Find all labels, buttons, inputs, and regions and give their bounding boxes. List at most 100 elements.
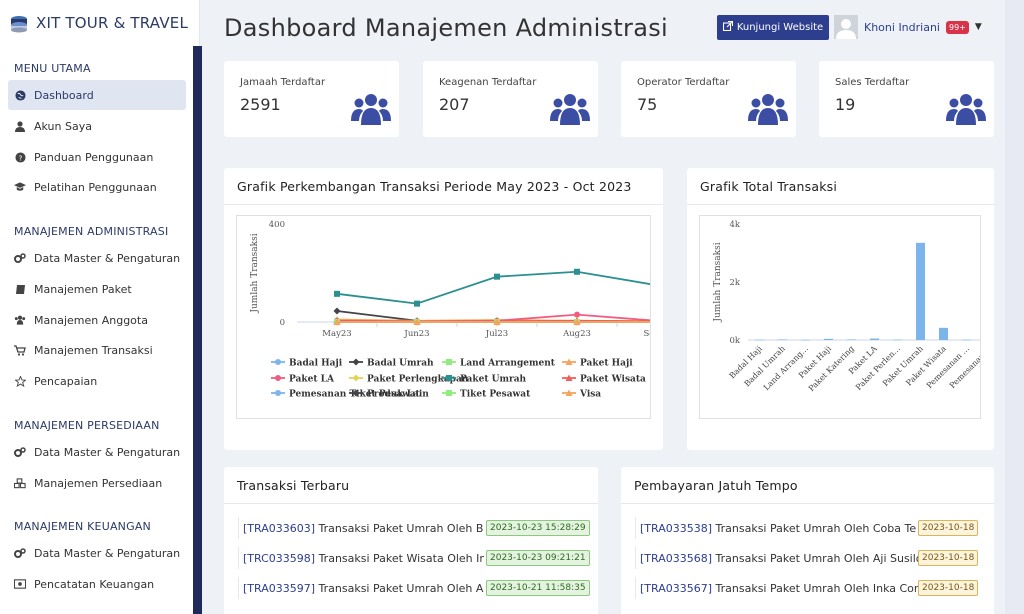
legend-label: Land Arrangement (460, 359, 556, 369)
sidebar-item-panduan[interactable]: ? Panduan Penggunaan (8, 142, 186, 172)
users-icon (748, 94, 788, 125)
legend-marker (352, 358, 360, 366)
due-date-badge: 2023-10-18 (918, 550, 979, 566)
legend-marker (446, 375, 452, 381)
due-payments-panel: Pembayaran Jatuh Tempo [TRA033538] Trans… (621, 467, 994, 614)
bar-chart-panel-title: Grafik Total Transaksi (700, 179, 838, 194)
sidebar-item-data-master-keuangan[interactable]: Data Master & Pengaturan (8, 538, 186, 568)
x-tick-label: Jun23 (403, 329, 429, 339)
bar (847, 339, 856, 341)
sidebar-item-label: Pencatatan Keuangan (34, 577, 155, 591)
sidebar-item-label: Manajemen Paket (34, 282, 132, 296)
line-chart-svg: Jumlah Transaksi 0 400 May23 Jun23 Jul23 Aug23… (250, 220, 650, 400)
transaction-code[interactable]: [TRA033538] (640, 521, 713, 535)
stat-value: 2591 (240, 95, 281, 114)
avatar (834, 15, 858, 39)
brand-logo[interactable]: XIT TOUR & TRAVEL (0, 0, 199, 46)
sidebar-item-akun-saya[interactable]: Akun Saya (8, 111, 186, 141)
transaction-code[interactable]: [TRA033603] (243, 521, 316, 535)
transaction-code[interactable]: [TRC033598] (243, 551, 316, 565)
data-point (574, 311, 580, 318)
cubes-icon (14, 477, 26, 489)
user-menu[interactable]: Khoni Indriani 99+ ▼ (834, 15, 982, 39)
sidebar-item-manajemen-persediaan[interactable]: Manajemen Persediaan (8, 468, 186, 498)
transaction-text: Transaksi Paket Umrah Oleh B (318, 521, 484, 535)
visit-website-label: Kunjungi Website (736, 22, 824, 33)
legend-marker (275, 390, 281, 396)
svg-text:?: ? (18, 153, 22, 162)
section-manajemen-administrasi: MANAJEMEN ADMINISTRASI (14, 225, 169, 238)
stat-label: Keagenan Terdaftar (439, 77, 537, 88)
star-icon (14, 375, 26, 387)
sidebar-item-manajemen-paket[interactable]: Manajemen Paket (8, 274, 186, 304)
list-item[interactable]: [TRA033603] Transaksi Paket Umrah Oleh B (238, 517, 484, 539)
book-icon (14, 283, 26, 295)
graduation-cap-icon (14, 181, 26, 193)
transaction-date-badge: 2023-10-23 09:21:21 (486, 550, 590, 566)
bar (893, 339, 902, 341)
sidebar: XIT TOUR & TRAVEL MENU UTAMA Dashboard A… (0, 0, 200, 614)
cogs-icon (14, 547, 26, 559)
x-tick-label: May23 (322, 329, 351, 339)
recent-transactions-title: Transaksi Terbaru (237, 478, 350, 493)
data-point (493, 318, 501, 325)
line-chart-panel: Grafik Perkembangan Transaksi Periode Ma… (224, 168, 663, 450)
bar (801, 339, 810, 341)
legend-marker (565, 389, 573, 396)
section-manajemen-persediaan: MANAJEMEN PERSEDIAAN (14, 419, 160, 432)
divider (687, 204, 994, 205)
legend-marker (352, 374, 360, 382)
transaction-code[interactable]: [TRA033597] (243, 581, 316, 595)
sidebar-item-label: Akun Saya (34, 119, 92, 133)
data-point (574, 268, 580, 275)
visit-website-button[interactable]: Kunjungi Website (717, 15, 829, 40)
section-manajemen-keuangan: MANAJEMEN KEUANGAN (14, 520, 151, 533)
data-point (334, 290, 340, 297)
bar (916, 242, 925, 340)
sidebar-item-label: Panduan Penggunaan (34, 150, 154, 164)
sidebar-item-dashboard[interactable]: Dashboard (8, 80, 186, 110)
sidebar-item-pelatihan[interactable]: Pelatihan Penggunaan (8, 172, 186, 202)
data-point (333, 307, 341, 315)
due-date-badge: 2023-10-18 (918, 580, 979, 596)
line-chart: Jumlah Transaksi 0 400 May23 Jun23 Jul23 Aug23… (236, 215, 651, 419)
list-item[interactable]: [TRA033597] Transaksi Paket Umrah Oleh A… (238, 577, 484, 599)
transaction-code[interactable]: [TRA033567] (640, 581, 713, 595)
section-menu-utama: MENU UTAMA (14, 62, 91, 75)
list-item[interactable]: [TRA033568] Transaksi Paket Umrah Oleh A… (635, 547, 921, 569)
cart-icon (14, 344, 26, 356)
divider (621, 503, 994, 504)
stat-card-operator: Operator Terdaftar 75 (621, 61, 796, 137)
transaction-code[interactable]: [TRA033568] (640, 551, 713, 565)
list-item[interactable]: [TRC033598] Transaksi Paket Wisata Oleh … (238, 547, 484, 569)
bar (824, 338, 833, 340)
sidebar-item-manajemen-transaksi[interactable]: Manajemen Transaksi (8, 335, 186, 365)
stat-card-jamaah: Jamaah Terdaftar 2591 (224, 61, 399, 137)
sidebar-item-data-master-admin[interactable]: Data Master & Pengaturan (8, 243, 186, 273)
transaction-text: Transaksi Paket Umrah Oleh Coba Te (715, 521, 917, 535)
transaction-text: Transaksi Paket Umrah Oleh Inka Con (715, 581, 921, 595)
sidebar-item-pencatatan-keuangan[interactable]: Pencatatan Keuangan (8, 569, 186, 599)
sidebar-item-label: Data Master & Pengaturan (34, 251, 181, 265)
chevron-down-icon: ▼ (974, 22, 982, 32)
y-tick-label: 4k (729, 220, 740, 230)
divider (224, 503, 598, 504)
bar (778, 339, 787, 341)
sidebar-item-label: Data Master & Pengaturan (34, 445, 181, 459)
list-item[interactable]: [TRA033567] Transaksi Paket Umrah Oleh I… (635, 577, 921, 599)
page-scrollbar-track[interactable] (1005, 0, 1024, 614)
list-item[interactable]: [TRA033538] Transaksi Paket Umrah Oleh C… (635, 517, 921, 539)
legend-label: Badal Umrah (367, 359, 434, 369)
sidebar-item-data-master-persediaan[interactable]: Data Master & Pengaturan (8, 437, 186, 467)
y-tick-label: 0 (280, 318, 285, 328)
stat-value: 207 (439, 95, 470, 114)
sidebar-item-manajemen-anggota[interactable]: Manajemen Anggota (8, 305, 186, 335)
sidebar-item-pencapaian[interactable]: Pencapaian (8, 366, 186, 396)
legend-marker (446, 359, 452, 365)
sidebar-edge (193, 46, 202, 614)
data-point (413, 318, 421, 325)
legend-marker (446, 390, 452, 396)
sidebar-item-label: Manajemen Transaksi (34, 343, 153, 357)
sidebar-item-label: Manajemen Anggota (34, 313, 148, 327)
